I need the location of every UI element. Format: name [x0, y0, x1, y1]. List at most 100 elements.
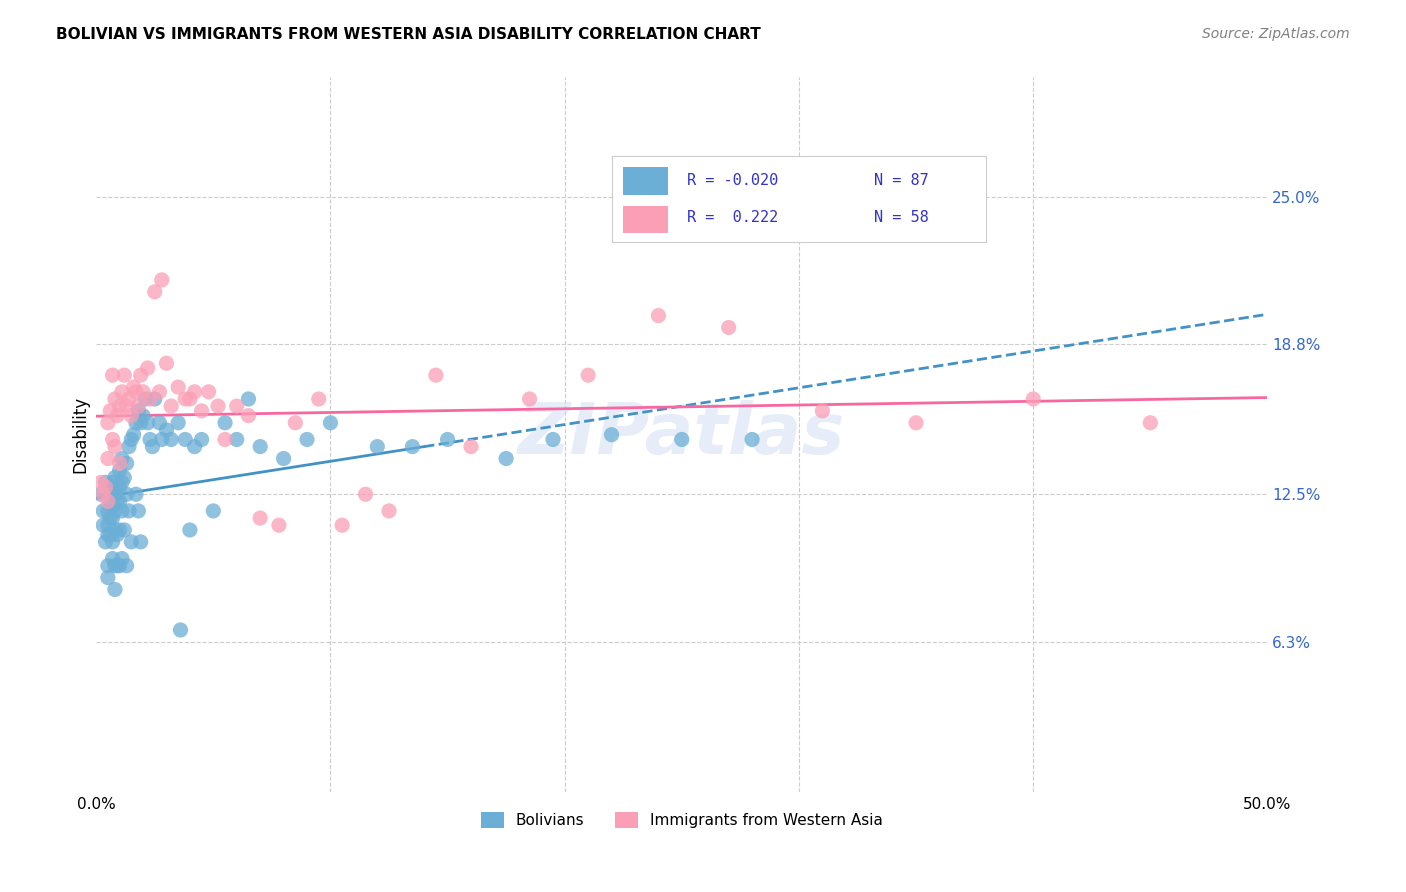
Point [94, 534, 117, 549]
Point [101, 368, 124, 383]
Point [101, 534, 124, 549]
Point [97, 504, 120, 518]
Point [112, 523, 135, 537]
Point [519, 392, 541, 406]
Point [104, 582, 127, 597]
Point [136, 416, 159, 430]
Point [150, 433, 173, 447]
Point [97, 416, 120, 430]
Point [112, 470, 135, 484]
Point [97, 558, 120, 573]
Point [647, 309, 669, 323]
Point [112, 368, 135, 383]
Point [108, 558, 131, 573]
Point [98, 511, 121, 525]
Point [129, 416, 152, 430]
Point [354, 487, 377, 501]
Point [108, 456, 131, 470]
Point [98, 527, 121, 541]
Point [101, 551, 124, 566]
Point [97, 518, 120, 533]
Point [214, 433, 236, 447]
Point [90, 487, 112, 501]
Point [167, 416, 190, 430]
Point [108, 399, 131, 413]
Point [97, 494, 120, 508]
Point [671, 433, 693, 447]
Point [295, 433, 318, 447]
Point [94, 475, 117, 490]
Point [155, 423, 177, 437]
Point [495, 451, 517, 466]
Point [94, 480, 117, 494]
Point [104, 440, 127, 454]
Point [111, 475, 134, 490]
Point [148, 416, 170, 430]
Point [160, 433, 183, 447]
Point [136, 361, 159, 376]
Point [118, 392, 141, 406]
Point [91, 504, 114, 518]
Point [108, 463, 131, 477]
Point [141, 440, 163, 454]
Point [741, 433, 763, 447]
Point [115, 399, 138, 413]
Point [127, 399, 149, 413]
Point [105, 409, 128, 423]
Point [811, 404, 834, 418]
Text: ZIPatlas: ZIPatlas [519, 401, 845, 469]
Point [330, 518, 353, 533]
Point [108, 480, 131, 494]
Point [1139, 416, 1161, 430]
Point [104, 470, 127, 484]
Point [125, 487, 148, 501]
Point [238, 392, 260, 406]
Point [125, 416, 148, 430]
Point [104, 523, 127, 537]
Text: Source: ZipAtlas.com: Source: ZipAtlas.com [1202, 27, 1350, 41]
Point [101, 511, 124, 525]
Point [108, 494, 131, 508]
Point [378, 504, 401, 518]
Point [97, 487, 120, 501]
Point [179, 392, 201, 406]
Point [202, 504, 225, 518]
Point [134, 392, 156, 406]
Point [132, 409, 155, 423]
Point [129, 368, 152, 383]
Point [98, 480, 121, 494]
Point [225, 399, 247, 413]
Point [105, 494, 128, 508]
Point [104, 504, 127, 518]
Point [101, 499, 124, 513]
Point [97, 527, 120, 541]
Point [104, 487, 127, 501]
Point [179, 523, 201, 537]
Point [717, 320, 740, 334]
Point [105, 480, 128, 494]
Point [190, 433, 212, 447]
Point [401, 440, 423, 454]
Point [118, 440, 141, 454]
Point [120, 534, 142, 549]
Point [167, 380, 190, 394]
Point [139, 392, 162, 406]
Point [139, 433, 162, 447]
Y-axis label: Disability: Disability [72, 396, 89, 474]
Point [97, 571, 120, 585]
Point [183, 384, 205, 399]
Point [436, 433, 458, 447]
Point [576, 368, 599, 383]
Point [225, 433, 247, 447]
Point [91, 518, 114, 533]
Point [101, 475, 124, 490]
Point [90, 475, 112, 490]
Point [284, 416, 307, 430]
Point [267, 518, 290, 533]
Point [1022, 392, 1045, 406]
Point [125, 384, 148, 399]
Point [97, 451, 120, 466]
Legend: Bolivians, Immigrants from Western Asia: Bolivians, Immigrants from Western Asia [475, 806, 889, 834]
Point [169, 623, 191, 637]
Point [197, 384, 219, 399]
